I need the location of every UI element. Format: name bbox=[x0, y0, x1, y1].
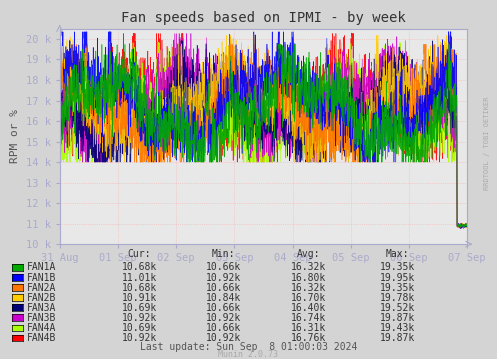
Text: Last update: Sun Sep  8 01:00:03 2024: Last update: Sun Sep 8 01:00:03 2024 bbox=[140, 342, 357, 352]
Text: 10.66k: 10.66k bbox=[206, 283, 241, 293]
Text: FAN3B: FAN3B bbox=[27, 313, 57, 323]
Text: 10.66k: 10.66k bbox=[206, 303, 241, 313]
Text: Cur:: Cur: bbox=[127, 249, 151, 259]
Text: 16.40k: 16.40k bbox=[291, 303, 326, 313]
Text: 10.92k: 10.92k bbox=[206, 313, 241, 323]
Text: FAN1B: FAN1B bbox=[27, 272, 57, 283]
Text: 10.92k: 10.92k bbox=[206, 333, 241, 343]
Text: 10.92k: 10.92k bbox=[122, 333, 157, 343]
Text: 10.68k: 10.68k bbox=[122, 283, 157, 293]
Text: 11.01k: 11.01k bbox=[122, 272, 157, 283]
Text: 19.78k: 19.78k bbox=[380, 293, 415, 303]
Title: Fan speeds based on IPMI - by week: Fan speeds based on IPMI - by week bbox=[121, 11, 406, 25]
Y-axis label: RPM or %: RPM or % bbox=[10, 109, 20, 163]
Text: 10.66k: 10.66k bbox=[206, 323, 241, 333]
Text: 16.76k: 16.76k bbox=[291, 333, 326, 343]
Text: FAN2B: FAN2B bbox=[27, 293, 57, 303]
Text: 16.32k: 16.32k bbox=[291, 262, 326, 272]
Text: 19.43k: 19.43k bbox=[380, 323, 415, 333]
Text: 10.92k: 10.92k bbox=[122, 313, 157, 323]
Text: Min:: Min: bbox=[212, 249, 236, 259]
Text: Munin 2.0.73: Munin 2.0.73 bbox=[219, 350, 278, 359]
Text: FAN2A: FAN2A bbox=[27, 283, 57, 293]
Text: 19.35k: 19.35k bbox=[380, 262, 415, 272]
Text: 19.87k: 19.87k bbox=[380, 333, 415, 343]
Text: 16.70k: 16.70k bbox=[291, 293, 326, 303]
Text: 16.32k: 16.32k bbox=[291, 283, 326, 293]
Text: FAN4B: FAN4B bbox=[27, 333, 57, 343]
Text: Avg:: Avg: bbox=[296, 249, 320, 259]
Text: 19.95k: 19.95k bbox=[380, 272, 415, 283]
Text: 19.35k: 19.35k bbox=[380, 283, 415, 293]
Text: 19.52k: 19.52k bbox=[380, 303, 415, 313]
Text: 10.69k: 10.69k bbox=[122, 323, 157, 333]
Text: 16.31k: 16.31k bbox=[291, 323, 326, 333]
Text: 16.74k: 16.74k bbox=[291, 313, 326, 323]
Text: 10.68k: 10.68k bbox=[122, 262, 157, 272]
Text: Max:: Max: bbox=[386, 249, 410, 259]
Text: 19.87k: 19.87k bbox=[380, 313, 415, 323]
Text: RRDTOOL / TOBI OETIKER: RRDTOOL / TOBI OETIKER bbox=[484, 97, 490, 190]
Text: 10.66k: 10.66k bbox=[206, 262, 241, 272]
Text: 10.84k: 10.84k bbox=[206, 293, 241, 303]
Text: FAN3A: FAN3A bbox=[27, 303, 57, 313]
Text: FAN4A: FAN4A bbox=[27, 323, 57, 333]
Text: FAN1A: FAN1A bbox=[27, 262, 57, 272]
Text: 10.92k: 10.92k bbox=[206, 272, 241, 283]
Text: 10.91k: 10.91k bbox=[122, 293, 157, 303]
Text: 16.80k: 16.80k bbox=[291, 272, 326, 283]
Text: 10.69k: 10.69k bbox=[122, 303, 157, 313]
